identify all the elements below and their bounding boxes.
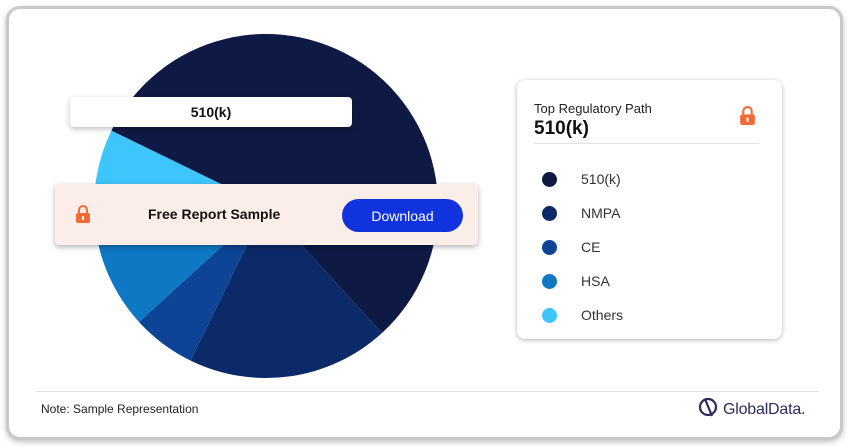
free-sample-banner: Free Report Sample Download	[55, 184, 478, 245]
legend-swatch	[542, 273, 557, 289]
pie-slice-nmpa[interactable]	[190, 206, 382, 378]
tooltip-label: 510(k)	[190, 104, 232, 120]
legend-label: HSA	[581, 273, 610, 289]
brand-name: GlobalData.	[723, 400, 806, 418]
legend-card: Top Regulatory Path 510(k) 510(k) NMPA C…	[517, 80, 782, 339]
legend-swatch	[542, 171, 557, 187]
legend-swatch	[542, 239, 557, 255]
legend-label: 510(k)	[581, 171, 621, 187]
legend-list: 510(k) NMPA CE HSA Others	[542, 162, 623, 332]
legend-label: CE	[581, 239, 601, 255]
legend-label: Others	[581, 307, 624, 323]
legend-divider	[534, 143, 759, 144]
hover-tooltip: 510(k)	[70, 97, 352, 127]
legend-item: Others	[542, 298, 623, 332]
download-button[interactable]: Download	[342, 199, 463, 232]
legend-swatch	[542, 307, 557, 323]
legend-swatch	[542, 205, 557, 221]
footer-note: Note: Sample Representation	[41, 402, 199, 416]
legend-item: CE	[542, 230, 623, 264]
brand-logo: GlobalData.	[697, 396, 805, 423]
banner-text: Free Report Sample	[148, 206, 281, 222]
footer-divider	[36, 391, 819, 392]
legend-subtitle: Top Regulatory Path	[534, 101, 652, 116]
legend-label: NMPA	[581, 205, 621, 221]
legend-item: 510(k)	[542, 162, 623, 196]
lock-icon	[75, 205, 91, 229]
legend-item: HSA	[542, 264, 623, 298]
legend-item: NMPA	[542, 196, 623, 230]
lock-icon	[739, 106, 756, 131]
globaldata-logo-icon	[697, 396, 719, 423]
legend-value: 510(k)	[534, 118, 589, 139]
